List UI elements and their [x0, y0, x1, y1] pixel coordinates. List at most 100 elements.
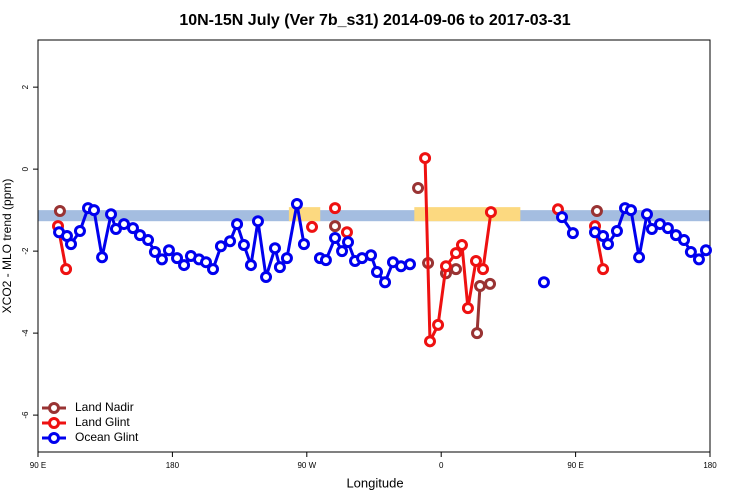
x-tick-label: 90 E	[567, 461, 583, 470]
data-point	[162, 244, 175, 257]
data-point	[118, 218, 131, 231]
data-point	[329, 202, 342, 215]
data-point	[290, 197, 303, 210]
data-point	[469, 254, 482, 267]
data-point	[684, 245, 697, 258]
data-point	[633, 251, 646, 264]
data-point	[477, 263, 490, 276]
data-point	[178, 259, 191, 272]
data-point	[268, 242, 281, 255]
data-point	[65, 238, 78, 251]
y-tick-label: 0	[21, 166, 30, 171]
data-point	[340, 226, 353, 239]
data-point	[484, 206, 497, 219]
data-point	[319, 254, 332, 267]
legend-marker	[48, 432, 60, 444]
x-tick-label: 180	[166, 461, 180, 470]
data-point	[597, 263, 610, 276]
data-point	[625, 204, 638, 217]
data-point	[537, 276, 550, 289]
data-point	[424, 335, 436, 348]
data-point	[699, 244, 712, 257]
data-point	[126, 222, 139, 235]
data-point	[280, 252, 293, 265]
data-point	[273, 261, 286, 274]
data-point	[471, 327, 484, 340]
x-axis-label: Longitude	[346, 475, 403, 490]
data-point	[678, 234, 691, 247]
legend-label: Ocean Glint	[75, 430, 139, 444]
reference-band	[38, 210, 710, 222]
data-point	[109, 222, 122, 235]
data-point	[251, 215, 264, 228]
data-point	[556, 211, 569, 224]
data-point	[329, 232, 342, 245]
data-point	[449, 247, 462, 260]
data-point	[171, 252, 184, 265]
data-point	[207, 263, 220, 276]
data-point	[610, 225, 623, 238]
band-highlight	[414, 207, 521, 222]
y-tick-label: -2	[21, 247, 30, 255]
legend-marker	[48, 417, 60, 429]
legend-label: Land Nadir	[75, 400, 134, 414]
data-point	[237, 238, 250, 251]
legend-label: Land Glint	[75, 415, 130, 429]
x-tick-label: 90 E	[30, 461, 46, 470]
data-point	[73, 225, 86, 238]
data-point	[297, 238, 310, 251]
data-point	[403, 258, 416, 271]
data-point	[260, 270, 273, 283]
data-point	[214, 240, 227, 253]
x-tick-label: 180	[703, 461, 717, 470]
data-point	[306, 220, 319, 233]
data-point	[640, 208, 653, 221]
data-point	[224, 235, 237, 248]
data-point	[60, 263, 73, 276]
data-point	[133, 229, 146, 242]
x-tick-label: 90 W	[297, 461, 316, 470]
data-point	[155, 253, 168, 266]
data-point	[449, 263, 462, 276]
data-point	[602, 238, 615, 251]
data-point	[412, 181, 425, 194]
data-point	[231, 218, 244, 231]
y-tick-label: 2	[21, 84, 30, 89]
data-point	[439, 260, 452, 273]
data-point	[645, 222, 658, 235]
data-point	[105, 208, 118, 221]
data-point	[590, 204, 603, 217]
data-point	[597, 229, 610, 242]
data-point	[379, 276, 392, 289]
data-point	[661, 222, 674, 235]
x-tick-label: 0	[439, 461, 444, 470]
data-point	[455, 238, 468, 251]
data-point	[432, 318, 445, 331]
data-point	[370, 266, 383, 279]
data-point	[365, 249, 378, 262]
data-point	[336, 245, 349, 258]
legend-marker	[48, 402, 60, 414]
data-point	[88, 204, 100, 217]
data-point	[142, 234, 155, 247]
data-point	[200, 256, 212, 269]
data-point	[461, 302, 474, 315]
y-tick-label: -6	[21, 411, 30, 419]
data-point	[96, 251, 109, 264]
data-point	[474, 279, 487, 292]
data-point	[566, 227, 579, 240]
data-point	[244, 259, 257, 272]
data-point	[419, 152, 432, 165]
data-point	[692, 253, 705, 266]
data-point	[53, 204, 66, 217]
data-point	[484, 277, 497, 290]
data-point	[669, 229, 682, 242]
y-tick-label: -4	[21, 329, 30, 337]
y-axis-label: XCO2 - MLO trend (ppm)	[0, 179, 14, 314]
data-point	[342, 236, 355, 249]
data-point	[148, 245, 161, 258]
data-point	[329, 220, 342, 233]
chart-title: 10N-15N July (Ver 7b_s31) 2014-09-06 to …	[179, 12, 570, 29]
